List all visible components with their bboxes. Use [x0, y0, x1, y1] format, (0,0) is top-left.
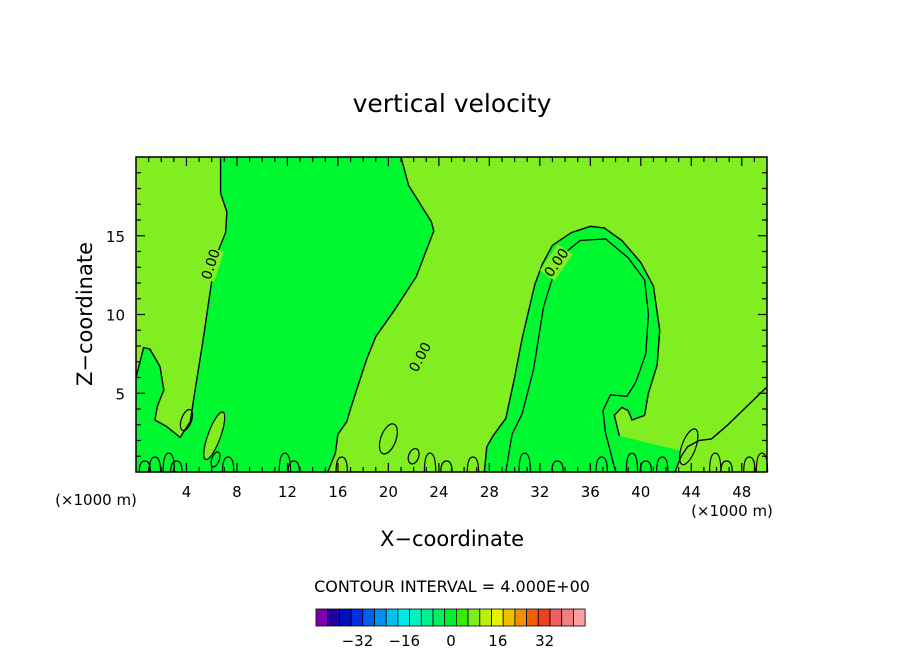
colorbar-swatch [444, 608, 457, 627]
bottom-plume [148, 456, 162, 473]
colorbar-swatch [479, 608, 492, 627]
colorbar-swatch [315, 608, 329, 627]
bottom-plume [656, 456, 669, 473]
x-unit-right: (×1000 m) [691, 502, 773, 520]
colorbar-tick-label: 32 [535, 632, 554, 650]
x-tick-label: 20 [379, 483, 398, 501]
downward-gap [484, 431, 506, 472]
x-axis-ticks: 4 8 12 16 20 24 28 32 36 40 44 48 [148, 157, 755, 501]
x-tick-label: 12 [278, 483, 297, 501]
bottom-plume [709, 452, 722, 473]
x-unit-left: (×1000 m) [55, 491, 137, 509]
x-tick-label: 44 [682, 483, 701, 501]
x-tick-label: 4 [182, 483, 192, 501]
contour-interval: CONTOUR INTERVAL = 4.000E+00 [314, 577, 590, 596]
bottom-plume [720, 460, 733, 473]
bottom-plume [551, 460, 564, 473]
x-tick-label: 36 [581, 483, 600, 501]
x-axis-label: X−coordinate [380, 527, 524, 551]
colorbar-tick-label: 16 [488, 632, 507, 650]
upward-region-3 [674, 386, 767, 472]
bottom-plume [440, 460, 453, 473]
colorbar-tick-label: 0 [446, 632, 456, 650]
colorbar-swatch [374, 608, 387, 627]
x-tick-label: 28 [480, 483, 499, 501]
bottom-plume [221, 456, 235, 473]
bottom-plume [423, 452, 437, 473]
colorbar-swatch [537, 608, 551, 627]
colorbar-swatch [397, 608, 410, 627]
bottom-plume [625, 452, 639, 473]
upward-region-1 [136, 157, 227, 438]
colorbar-swatch [491, 608, 504, 627]
bottom-plume [466, 456, 480, 473]
bottom-plume [743, 456, 756, 473]
colorbar-swatch [467, 608, 481, 627]
contour-inner-bubble [505, 238, 650, 473]
y-tick-label: 10 [106, 307, 125, 325]
x-tick-label: 32 [530, 483, 549, 501]
colorbar-swatch [385, 608, 399, 627]
colorbar-swatch [514, 608, 528, 627]
colorbar-tick-label: −16 [388, 632, 420, 650]
closed-cell [203, 411, 226, 461]
x-tick-label: 40 [631, 483, 650, 501]
contour-label-bg [404, 338, 436, 376]
x-tick-label: 16 [328, 483, 347, 501]
colorbar-tick-label: −32 [342, 632, 374, 650]
bottom-plume [595, 456, 608, 473]
x-tick-label: 8 [232, 483, 242, 501]
colorbar-tick-labels: −32 −16 0 16 32 [342, 632, 555, 650]
contour-right-edge-region [674, 386, 768, 473]
contour-label-bg [539, 244, 573, 281]
x-tick-label: 48 [732, 483, 751, 501]
closed-cell [210, 451, 221, 468]
colorbar-swatch [409, 608, 422, 627]
contour-center-upward-region [327, 156, 435, 473]
closed-cell [378, 423, 398, 455]
colorbar-swatches [315, 608, 586, 627]
colorbar-swatch [561, 608, 574, 627]
contour-label-bg [196, 246, 224, 283]
colorbar-swatch [432, 608, 446, 627]
chart-title: vertical velocity [353, 89, 552, 118]
upward-region-2 [327, 157, 767, 472]
colorbar-swatch [350, 608, 364, 627]
colorbar-swatch [338, 608, 352, 627]
plot-area: 0.000.000.00 4 8 12 16 20 24 28 32 36 40 44 48 5101… [106, 156, 769, 501]
colorbar-swatch [327, 608, 340, 627]
colorbar-swatch [420, 608, 434, 627]
closed-cell [407, 448, 420, 465]
bottom-plume [162, 452, 176, 473]
colorbar-swatch [502, 608, 516, 627]
contour-right-upward-region [483, 225, 661, 473]
bottom-plume [287, 460, 300, 473]
contour-left-upward-region [135, 157, 228, 439]
y-axis-ticks: 5 10 15 [106, 172, 767, 457]
zero-contours [135, 156, 769, 473]
closed-cell [179, 408, 194, 432]
downward-bubble [505, 238, 649, 472]
colorbar: −32 −16 0 16 32 [315, 608, 586, 650]
bottom-plume [335, 456, 348, 473]
colorbar-swatch [362, 608, 375, 627]
y-axis-label: Z−coordinate [73, 242, 97, 386]
colorbar-swatch [573, 608, 586, 627]
y-tick-label: 15 [106, 228, 125, 246]
bottom-plume [170, 460, 183, 473]
x-tick-label: 24 [429, 483, 448, 501]
upward-regions [136, 157, 767, 472]
y-tick-label: 5 [115, 385, 125, 403]
colorbar-swatch [455, 608, 469, 627]
colorbar-swatch [526, 608, 539, 627]
bottom-plume [518, 452, 531, 473]
colorbar-swatch [549, 608, 563, 627]
